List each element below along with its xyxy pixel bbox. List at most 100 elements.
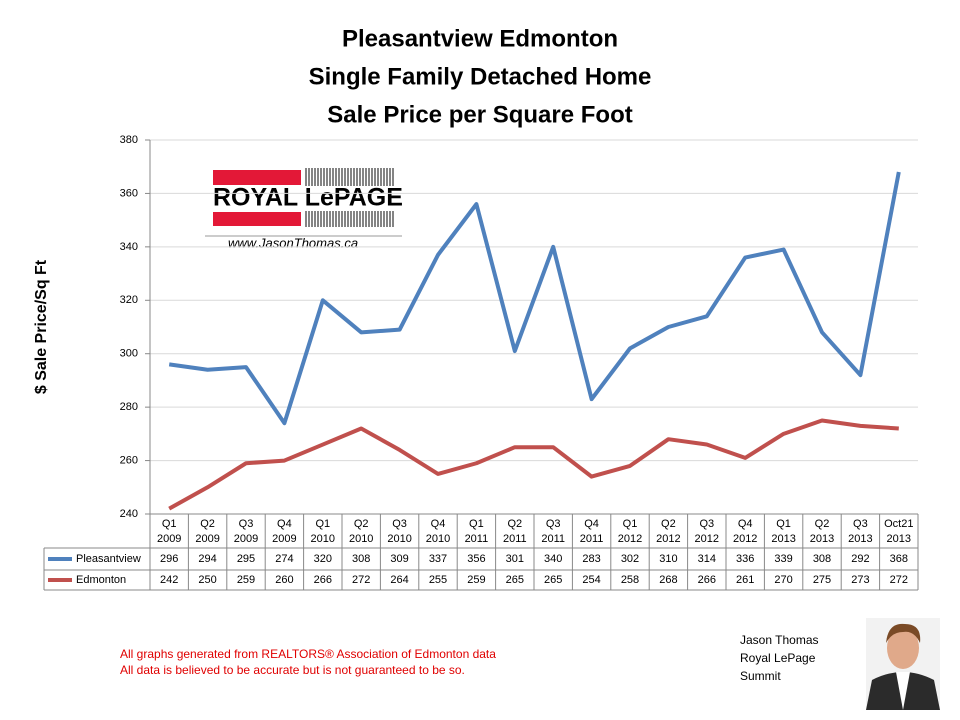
x-tick-label: 2011 [580,533,604,545]
table-value: 302 [621,553,639,565]
x-tick-label: Q4 [431,518,446,530]
logo-brand: ROYAL LePAGE [213,184,403,212]
x-tick-label: 2010 [387,533,411,545]
x-tick-label: 2013 [810,533,834,545]
photo-face [887,627,919,669]
table-value: 258 [621,574,639,586]
x-tick-label: Q3 [546,518,561,530]
table-value: 264 [390,574,408,586]
photo-hair [886,623,921,643]
legend-label: Edmonton [76,574,126,586]
y-tick-label: 380 [120,134,138,146]
x-tick-label: Q1 [162,518,177,530]
table-value: 295 [237,553,255,565]
y-tick-label: 260 [120,454,138,466]
table-value: 283 [582,553,600,565]
table-value: 296 [160,553,178,565]
chart-title: Sale Price per Square Foot [327,101,632,128]
x-tick-label: Q3 [853,518,868,530]
y-tick-label: 240 [120,508,138,520]
table-value: 292 [851,553,869,565]
table-value: 308 [352,553,370,565]
table-value: 339 [774,553,792,565]
table-value: 272 [352,574,370,586]
x-tick-label: 2010 [349,533,373,545]
table-value: 314 [698,553,716,565]
y-tick-label: 300 [120,348,138,360]
table-value: 265 [506,574,524,586]
chart-title: Pleasantview Edmonton [342,25,618,52]
table-value: 368 [890,553,908,565]
table-value: 308 [813,553,831,565]
x-tick-label: Q1 [469,518,484,530]
x-tick-label: 2012 [695,533,719,545]
table-value: 294 [198,553,216,565]
table-value: 268 [659,574,677,586]
table-value: 254 [582,574,600,586]
series-line [168,418,899,511]
agent-text: Jason Thomas [740,633,819,647]
x-tick-label: Q1 [776,518,791,530]
table-value: 250 [198,574,216,586]
logo-bar [213,212,301,226]
agent-text: Summit [740,669,781,683]
legend-label: Pleasantview [76,553,141,565]
table-value: 261 [736,574,754,586]
x-tick-label: 2012 [733,533,757,545]
y-axis-label: $ Sale Price/Sq Ft [33,259,50,394]
x-tick-label: Q2 [815,518,830,530]
x-tick-label: 2012 [656,533,680,545]
photo-shirt [896,672,910,710]
table-value: 337 [429,553,447,565]
table-value: 266 [698,574,716,586]
table-value: 310 [659,553,677,565]
x-tick-label: Q4 [584,518,599,530]
footnote: All graphs generated from REALTORS® Asso… [120,647,496,661]
logo-barcode [305,168,394,227]
x-tick-label: 2013 [771,533,795,545]
table-value: 265 [544,574,562,586]
x-tick-label: 2009 [157,533,181,545]
table-value: 309 [390,553,408,565]
agent-text: Royal LePage [740,651,816,665]
y-tick-label: 280 [120,401,138,413]
table-value: 340 [544,553,562,565]
x-tick-label: 2011 [503,533,527,545]
x-tick-label: 2013 [848,533,872,545]
x-tick-label: 2010 [426,533,450,545]
table-value: 272 [890,574,908,586]
table-value: 336 [736,553,754,565]
x-tick-label: 2012 [618,533,642,545]
x-tick-label: Q2 [354,518,369,530]
series-line [168,171,901,426]
table-value: 242 [160,574,178,586]
x-tick-label: Q3 [239,518,254,530]
table-value: 270 [774,574,792,586]
x-tick-label: Q4 [738,518,753,530]
table-value: 255 [429,574,447,586]
table-value: 260 [275,574,293,586]
x-tick-label: Q4 [277,518,292,530]
x-tick-label: Oct21 [884,518,913,530]
x-tick-label: Q1 [623,518,638,530]
x-tick-label: 2009 [272,533,296,545]
y-tick-label: 360 [120,187,138,199]
x-tick-label: 2011 [465,533,489,545]
x-tick-label: 2009 [195,533,219,545]
chart-title: Single Family Detached Home [309,63,652,90]
footnote: All data is believed to be accurate but … [120,663,465,677]
x-tick-label: Q1 [315,518,330,530]
table-value: 356 [467,553,485,565]
x-tick-label: Q3 [699,518,714,530]
y-tick-label: 320 [120,294,138,306]
table-value: 275 [813,574,831,586]
x-tick-label: Q2 [200,518,215,530]
logo-url: www.JasonThomas.ca [228,235,358,250]
logo-bar [213,170,301,185]
table-value: 259 [467,574,485,586]
table-value: 259 [237,574,255,586]
table-value: 301 [506,553,524,565]
logo: ROYAL LePAGE www.JasonThomas.ca [205,168,403,250]
x-tick-label: 2009 [234,533,258,545]
x-tick-label: 2011 [541,533,565,545]
